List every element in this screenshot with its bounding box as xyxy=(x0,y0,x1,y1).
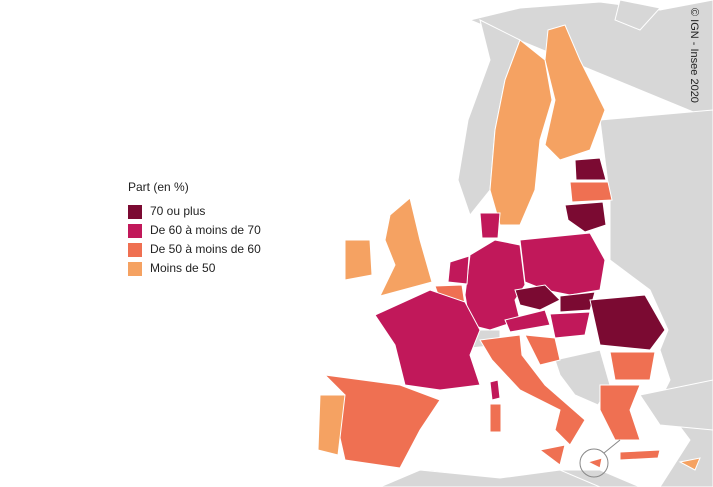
legend-label: 70 ou plus xyxy=(150,204,205,218)
corsica xyxy=(489,379,501,401)
sicily xyxy=(538,444,566,466)
greece xyxy=(599,384,641,441)
land xyxy=(639,379,713,431)
united-kingdom xyxy=(379,197,433,297)
croatia xyxy=(524,334,561,366)
legend-title: Part (en %) xyxy=(128,180,189,194)
hungary xyxy=(549,311,591,339)
legend-label: De 50 à moins de 60 xyxy=(150,242,261,256)
finland xyxy=(544,24,606,161)
background-land xyxy=(379,0,713,487)
countries xyxy=(317,24,701,471)
inset-pointer xyxy=(603,439,621,454)
estonia xyxy=(574,157,607,181)
legend: Part (en %) 70 ou plus De 60 à moins de 7… xyxy=(128,180,261,276)
poland xyxy=(519,232,606,296)
credit: © IGN - Insee 2020 xyxy=(688,8,700,103)
ireland xyxy=(344,239,373,281)
legend-swatch xyxy=(128,262,142,276)
malta xyxy=(586,457,603,469)
slovakia xyxy=(559,291,596,313)
sardinia xyxy=(489,403,502,433)
romania xyxy=(589,294,666,351)
land xyxy=(379,469,601,487)
germany xyxy=(464,239,526,331)
land xyxy=(554,349,611,406)
portugal xyxy=(317,394,346,456)
legend-swatch xyxy=(128,224,142,238)
netherlands xyxy=(447,255,470,285)
legend-swatch xyxy=(128,243,142,257)
malta-inset xyxy=(579,448,609,478)
lithuania xyxy=(564,201,607,233)
italy xyxy=(479,334,586,446)
austria xyxy=(504,309,551,333)
legend-label: De 60 à moins de 70 xyxy=(150,223,261,237)
sweden xyxy=(489,39,553,226)
legend-label: Moins de 50 xyxy=(150,261,216,275)
cyprus xyxy=(678,457,701,471)
bulgaria xyxy=(609,351,656,381)
crete xyxy=(619,449,661,461)
france xyxy=(374,289,481,391)
czechia xyxy=(514,284,561,311)
land xyxy=(614,0,661,31)
latvia xyxy=(569,181,613,203)
legend-swatch xyxy=(128,205,142,219)
denmark xyxy=(479,212,501,239)
